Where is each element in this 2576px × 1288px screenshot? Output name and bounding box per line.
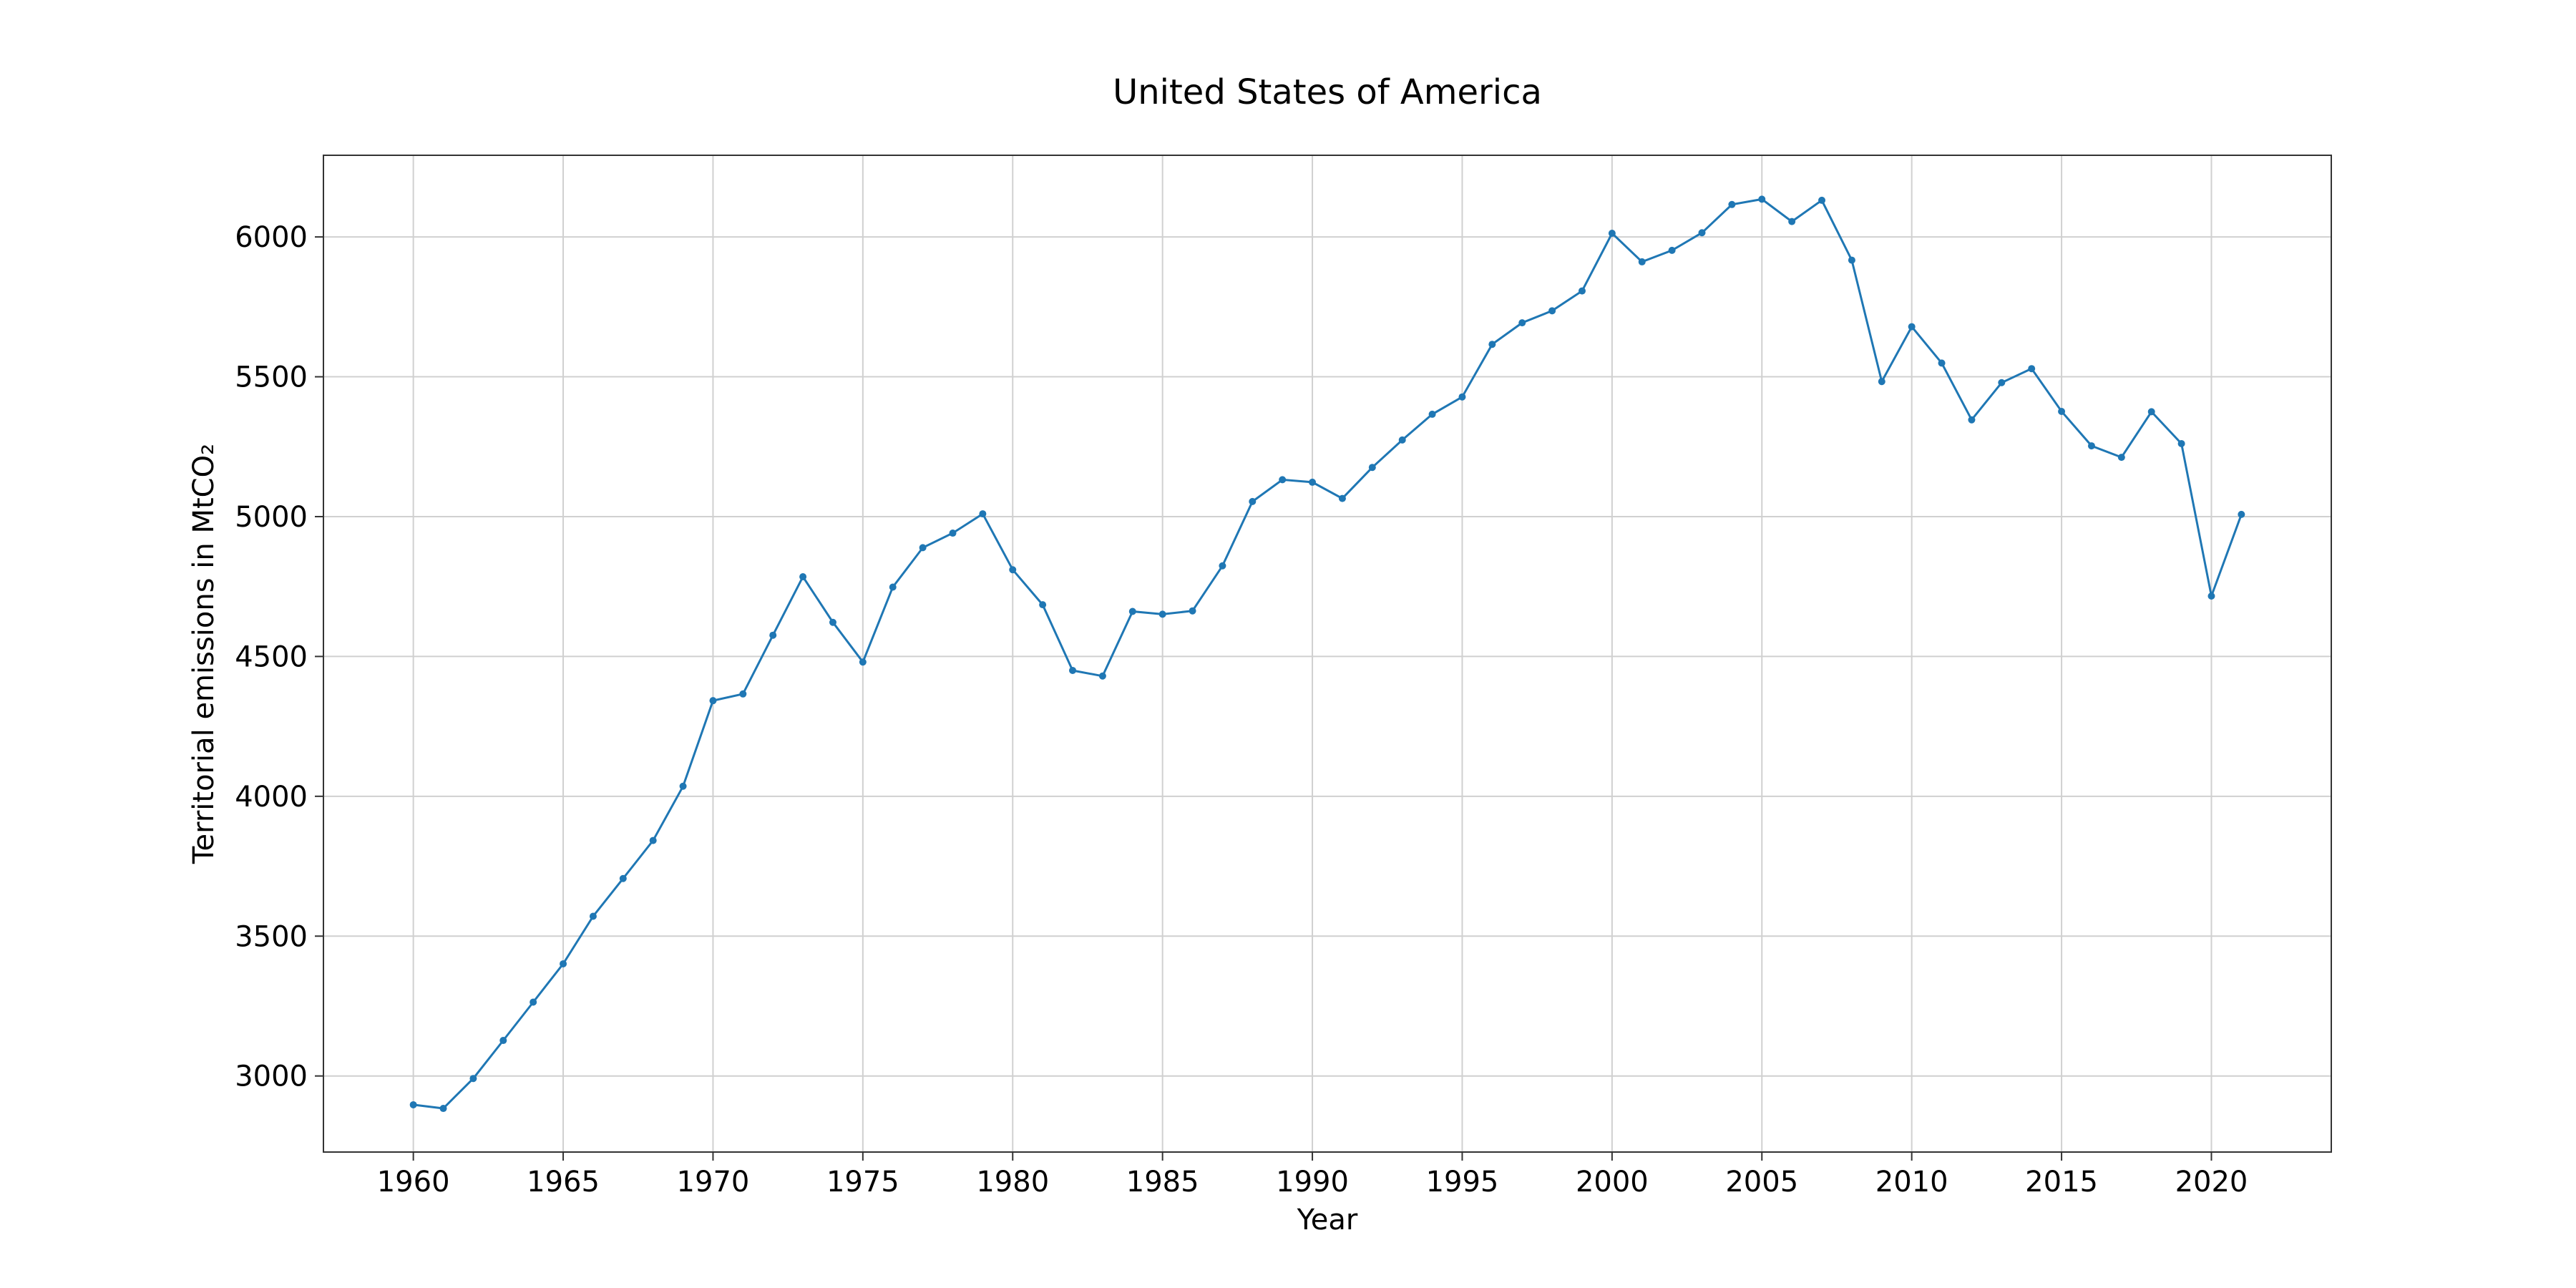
- x-tick-label: 1990: [1276, 1166, 1349, 1199]
- x-tick-label: 2020: [2175, 1166, 2248, 1199]
- data-point: [1908, 323, 1916, 331]
- data-point: [1009, 566, 1017, 574]
- y-tick-label: 4000: [235, 781, 308, 814]
- y-tick-label: 5500: [235, 361, 308, 394]
- data-point: [2058, 408, 2066, 416]
- x-tick-label: 1985: [1126, 1166, 1199, 1199]
- data-point: [1818, 196, 1826, 204]
- x-tick-label: 1975: [826, 1166, 899, 1199]
- data-point: [2028, 365, 2036, 373]
- tick-layer: 1960 1965 1970 1975 1980 1985 1990 1995 2000 2005…: [235, 221, 2248, 1199]
- data-point: [1279, 476, 1287, 484]
- x-tick-label: 1970: [677, 1166, 750, 1199]
- data-point: [499, 1037, 507, 1045]
- data-point: [589, 912, 597, 920]
- data-point: [1128, 608, 1136, 615]
- data-point: [1069, 666, 1077, 674]
- data-point: [1158, 610, 1166, 618]
- data-point: [1219, 562, 1226, 570]
- plot-area-frame: [323, 155, 2332, 1153]
- data-point: [1788, 218, 1796, 225]
- x-tick-label: 2005: [1725, 1166, 1798, 1199]
- data-point: [829, 618, 836, 626]
- data-point: [739, 690, 747, 698]
- data-point: [1249, 497, 1257, 505]
- data-point: [1458, 393, 1466, 401]
- data-point: [469, 1075, 477, 1083]
- data-point: [1668, 246, 1676, 254]
- data-point: [1878, 378, 1885, 386]
- x-tick-label: 1995: [1426, 1166, 1499, 1199]
- data-point: [799, 573, 807, 581]
- x-axis-label: Year: [1297, 1204, 1358, 1236]
- data-point: [979, 510, 987, 518]
- data-point: [1848, 256, 1855, 264]
- data-point: [2177, 439, 2185, 447]
- y-tick-label: 6000: [235, 221, 308, 254]
- data-point: [1578, 287, 1586, 295]
- x-tick-label: 2000: [1576, 1166, 1649, 1199]
- y-tick-label: 3500: [235, 920, 308, 953]
- data-point: [1518, 319, 1526, 327]
- data-point: [1098, 672, 1106, 680]
- x-tick-label: 2015: [2025, 1166, 2098, 1199]
- data-point: [1548, 307, 1556, 315]
- data-point: [1309, 478, 1317, 486]
- data-point: [2207, 592, 2215, 600]
- x-tick-label: 1960: [377, 1166, 450, 1199]
- data-point: [1398, 436, 1406, 444]
- data-point: [1488, 341, 1496, 348]
- data-point: [2147, 408, 2155, 416]
- data-point: [679, 782, 687, 790]
- y-tick-label: 5000: [235, 501, 308, 534]
- data-point: [919, 544, 927, 552]
- x-tick-label: 1965: [527, 1166, 600, 1199]
- y-tick-label: 3000: [235, 1060, 308, 1093]
- x-tick-label: 1980: [976, 1166, 1049, 1199]
- data-point: [1728, 200, 1736, 208]
- data-point: [530, 998, 537, 1006]
- data-point: [1608, 230, 1616, 238]
- data-point: [1338, 494, 1346, 502]
- data-point: [769, 631, 777, 639]
- data-point: [560, 960, 567, 967]
- data-point: [439, 1105, 447, 1113]
- data-point: [2238, 510, 2245, 518]
- data-point: [1368, 464, 1376, 472]
- data-point: [1938, 359, 1946, 367]
- x-tick-label: 2010: [1875, 1166, 1948, 1199]
- data-point: [889, 583, 897, 591]
- data-point: [1638, 258, 1646, 265]
- series-layer: [409, 195, 2245, 1113]
- data-point: [949, 530, 957, 537]
- data-point: [1968, 416, 1976, 424]
- data-point: [1189, 607, 1196, 615]
- data-point: [859, 658, 867, 666]
- data-point: [2087, 442, 2095, 450]
- data-point: [2117, 454, 2125, 462]
- chart-title: United States of America: [1113, 72, 1542, 112]
- data-point: [1039, 601, 1047, 609]
- data-point: [409, 1101, 417, 1108]
- y-axis-label: Territorial emissions in MtCO₂: [187, 444, 220, 864]
- grid-layer: [323, 155, 2331, 1152]
- data-point: [1428, 410, 1436, 418]
- series-line: [413, 197, 2243, 1110]
- data-point: [1998, 379, 2006, 386]
- data-point: [1698, 229, 1706, 237]
- data-point: [649, 836, 657, 844]
- data-point: [1758, 195, 1766, 203]
- y-tick-label: 4500: [235, 640, 308, 673]
- data-point: [619, 874, 627, 882]
- data-point: [709, 697, 717, 705]
